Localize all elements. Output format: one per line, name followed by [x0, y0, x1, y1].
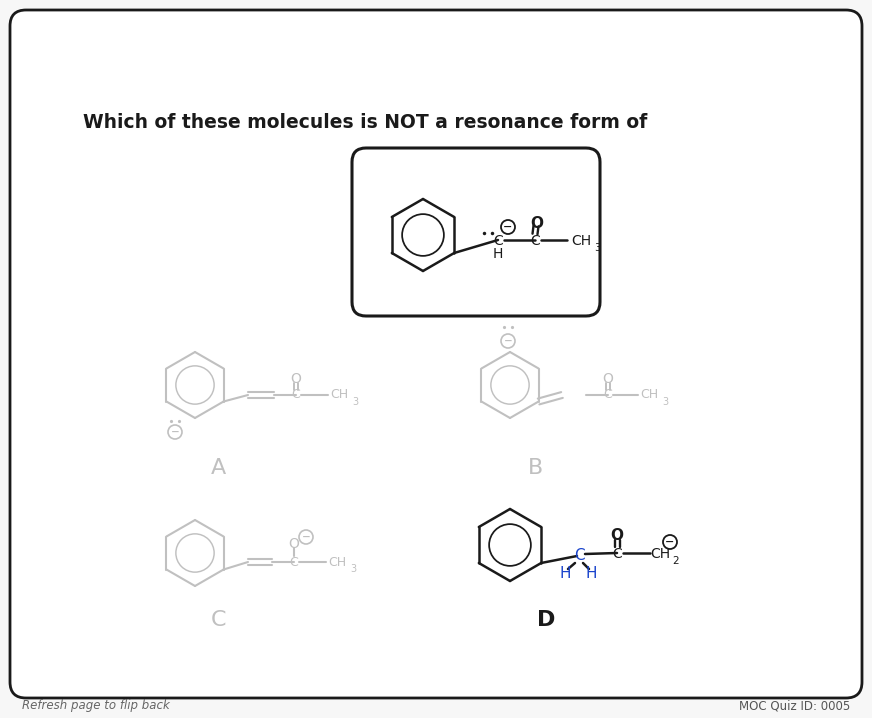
Text: O: O [603, 372, 613, 386]
Text: 3: 3 [350, 564, 356, 574]
Text: O: O [530, 215, 543, 230]
Text: O: O [290, 372, 302, 386]
FancyBboxPatch shape [10, 10, 862, 698]
Text: −: − [504, 336, 513, 346]
Text: B: B [528, 458, 542, 478]
Text: A: A [210, 458, 226, 478]
Text: C: C [494, 234, 503, 248]
Text: C: C [291, 388, 300, 401]
FancyBboxPatch shape [352, 148, 600, 316]
Text: 2: 2 [672, 556, 679, 566]
Text: H: H [585, 566, 596, 580]
Text: 3: 3 [662, 397, 668, 407]
Text: C: C [603, 388, 612, 401]
Text: CH: CH [330, 388, 348, 401]
Text: C: C [612, 547, 622, 561]
Text: C: C [530, 234, 540, 248]
Text: −: − [302, 532, 310, 542]
Text: −: − [503, 222, 513, 232]
Text: CH: CH [571, 234, 591, 248]
Text: CH: CH [640, 388, 658, 401]
Text: C: C [210, 610, 226, 630]
Text: 3: 3 [594, 243, 600, 253]
Text: MOC Quiz ID: 0005: MOC Quiz ID: 0005 [739, 699, 850, 712]
Text: 3: 3 [352, 397, 358, 407]
Text: C: C [290, 556, 298, 569]
Text: CH: CH [650, 547, 670, 561]
Text: Which of these molecules is NOT a resonance form of: Which of these molecules is NOT a resona… [83, 113, 647, 131]
Text: H: H [559, 566, 571, 580]
Text: −: − [171, 427, 180, 437]
Text: O: O [289, 537, 299, 551]
Text: H: H [493, 247, 503, 261]
Text: D: D [537, 610, 555, 630]
Text: O: O [610, 528, 623, 544]
Text: C: C [574, 549, 584, 564]
Text: CH: CH [328, 556, 346, 569]
Text: −: − [665, 537, 675, 547]
Text: Refresh page to flip back: Refresh page to flip back [22, 699, 170, 712]
